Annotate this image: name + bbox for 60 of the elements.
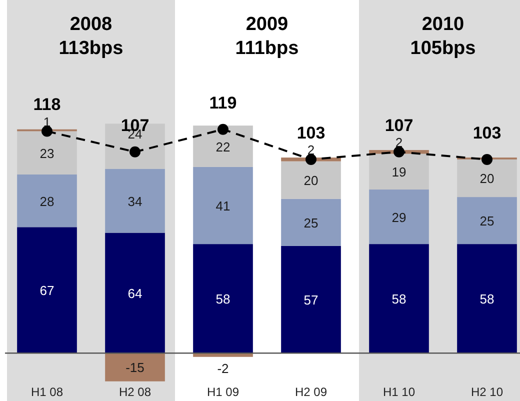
point xyxy=(42,126,52,137)
point xyxy=(306,154,316,165)
data-label: 64 xyxy=(128,286,142,301)
data-label: -2 xyxy=(217,360,229,376)
bar xyxy=(105,168,165,233)
bar xyxy=(281,161,341,199)
x-tick-label: H1 09 xyxy=(206,385,240,399)
data-label: 67 xyxy=(40,283,54,298)
bar xyxy=(369,190,429,244)
bar xyxy=(17,131,77,174)
bar xyxy=(457,159,517,198)
data-label: 28 xyxy=(40,194,54,209)
bar xyxy=(17,174,77,228)
x-tick-label: H1 10 xyxy=(382,385,416,399)
bar xyxy=(193,353,253,357)
bar xyxy=(281,198,341,246)
annotation: 2010 105bps xyxy=(410,14,476,59)
data-label: 57 xyxy=(304,292,318,308)
data-label: 103 xyxy=(296,123,326,142)
x-tick-label: H2 09 xyxy=(294,385,328,399)
data-label: 103 xyxy=(472,123,502,142)
bar xyxy=(105,353,165,382)
x-tick-label: H2 10 xyxy=(470,385,504,399)
x-tick-label: H1 08 xyxy=(30,385,64,399)
point xyxy=(218,124,228,135)
bar xyxy=(193,244,253,354)
bar xyxy=(369,154,429,190)
x-tick-label: H2 08 xyxy=(118,385,152,399)
data-label: 41 xyxy=(216,198,230,214)
annotation: 2008 113bps xyxy=(58,14,124,59)
data-label: 23 xyxy=(40,146,54,161)
data-label: 58 xyxy=(216,292,230,307)
point xyxy=(482,154,492,165)
data-label: 119 xyxy=(209,93,237,112)
point xyxy=(130,146,140,158)
bar xyxy=(369,244,429,354)
data-label: -15 xyxy=(126,360,144,376)
point xyxy=(394,146,404,158)
bar xyxy=(193,166,253,244)
bar xyxy=(457,244,517,354)
data-label: 2 xyxy=(395,135,403,150)
data-label: 22 xyxy=(216,139,230,154)
data-label: 19 xyxy=(392,164,406,180)
annotation: 2009 111bps xyxy=(235,14,299,59)
data-label: 34 xyxy=(128,194,142,209)
data-label: 58 xyxy=(480,292,494,307)
bar xyxy=(457,197,517,244)
data-label: 107 xyxy=(384,116,414,135)
bar xyxy=(281,246,341,354)
data-label: 29 xyxy=(392,210,406,225)
bar xyxy=(17,227,77,354)
data-label: 58 xyxy=(392,292,406,307)
data-label: 118 xyxy=(33,95,61,114)
data-label: 25 xyxy=(480,214,494,229)
bar xyxy=(193,126,253,167)
data-label: 20 xyxy=(304,173,318,188)
bar xyxy=(105,232,165,354)
data-label: 2 xyxy=(307,142,315,158)
data-label: 25 xyxy=(304,215,318,230)
data-label: 20 xyxy=(480,171,494,186)
